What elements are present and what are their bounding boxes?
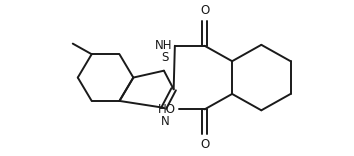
Text: O: O	[200, 4, 209, 17]
Text: O: O	[200, 138, 209, 151]
Text: HO: HO	[158, 103, 176, 116]
Text: S: S	[161, 51, 169, 64]
Text: N: N	[160, 115, 169, 128]
Text: NH: NH	[154, 39, 172, 52]
